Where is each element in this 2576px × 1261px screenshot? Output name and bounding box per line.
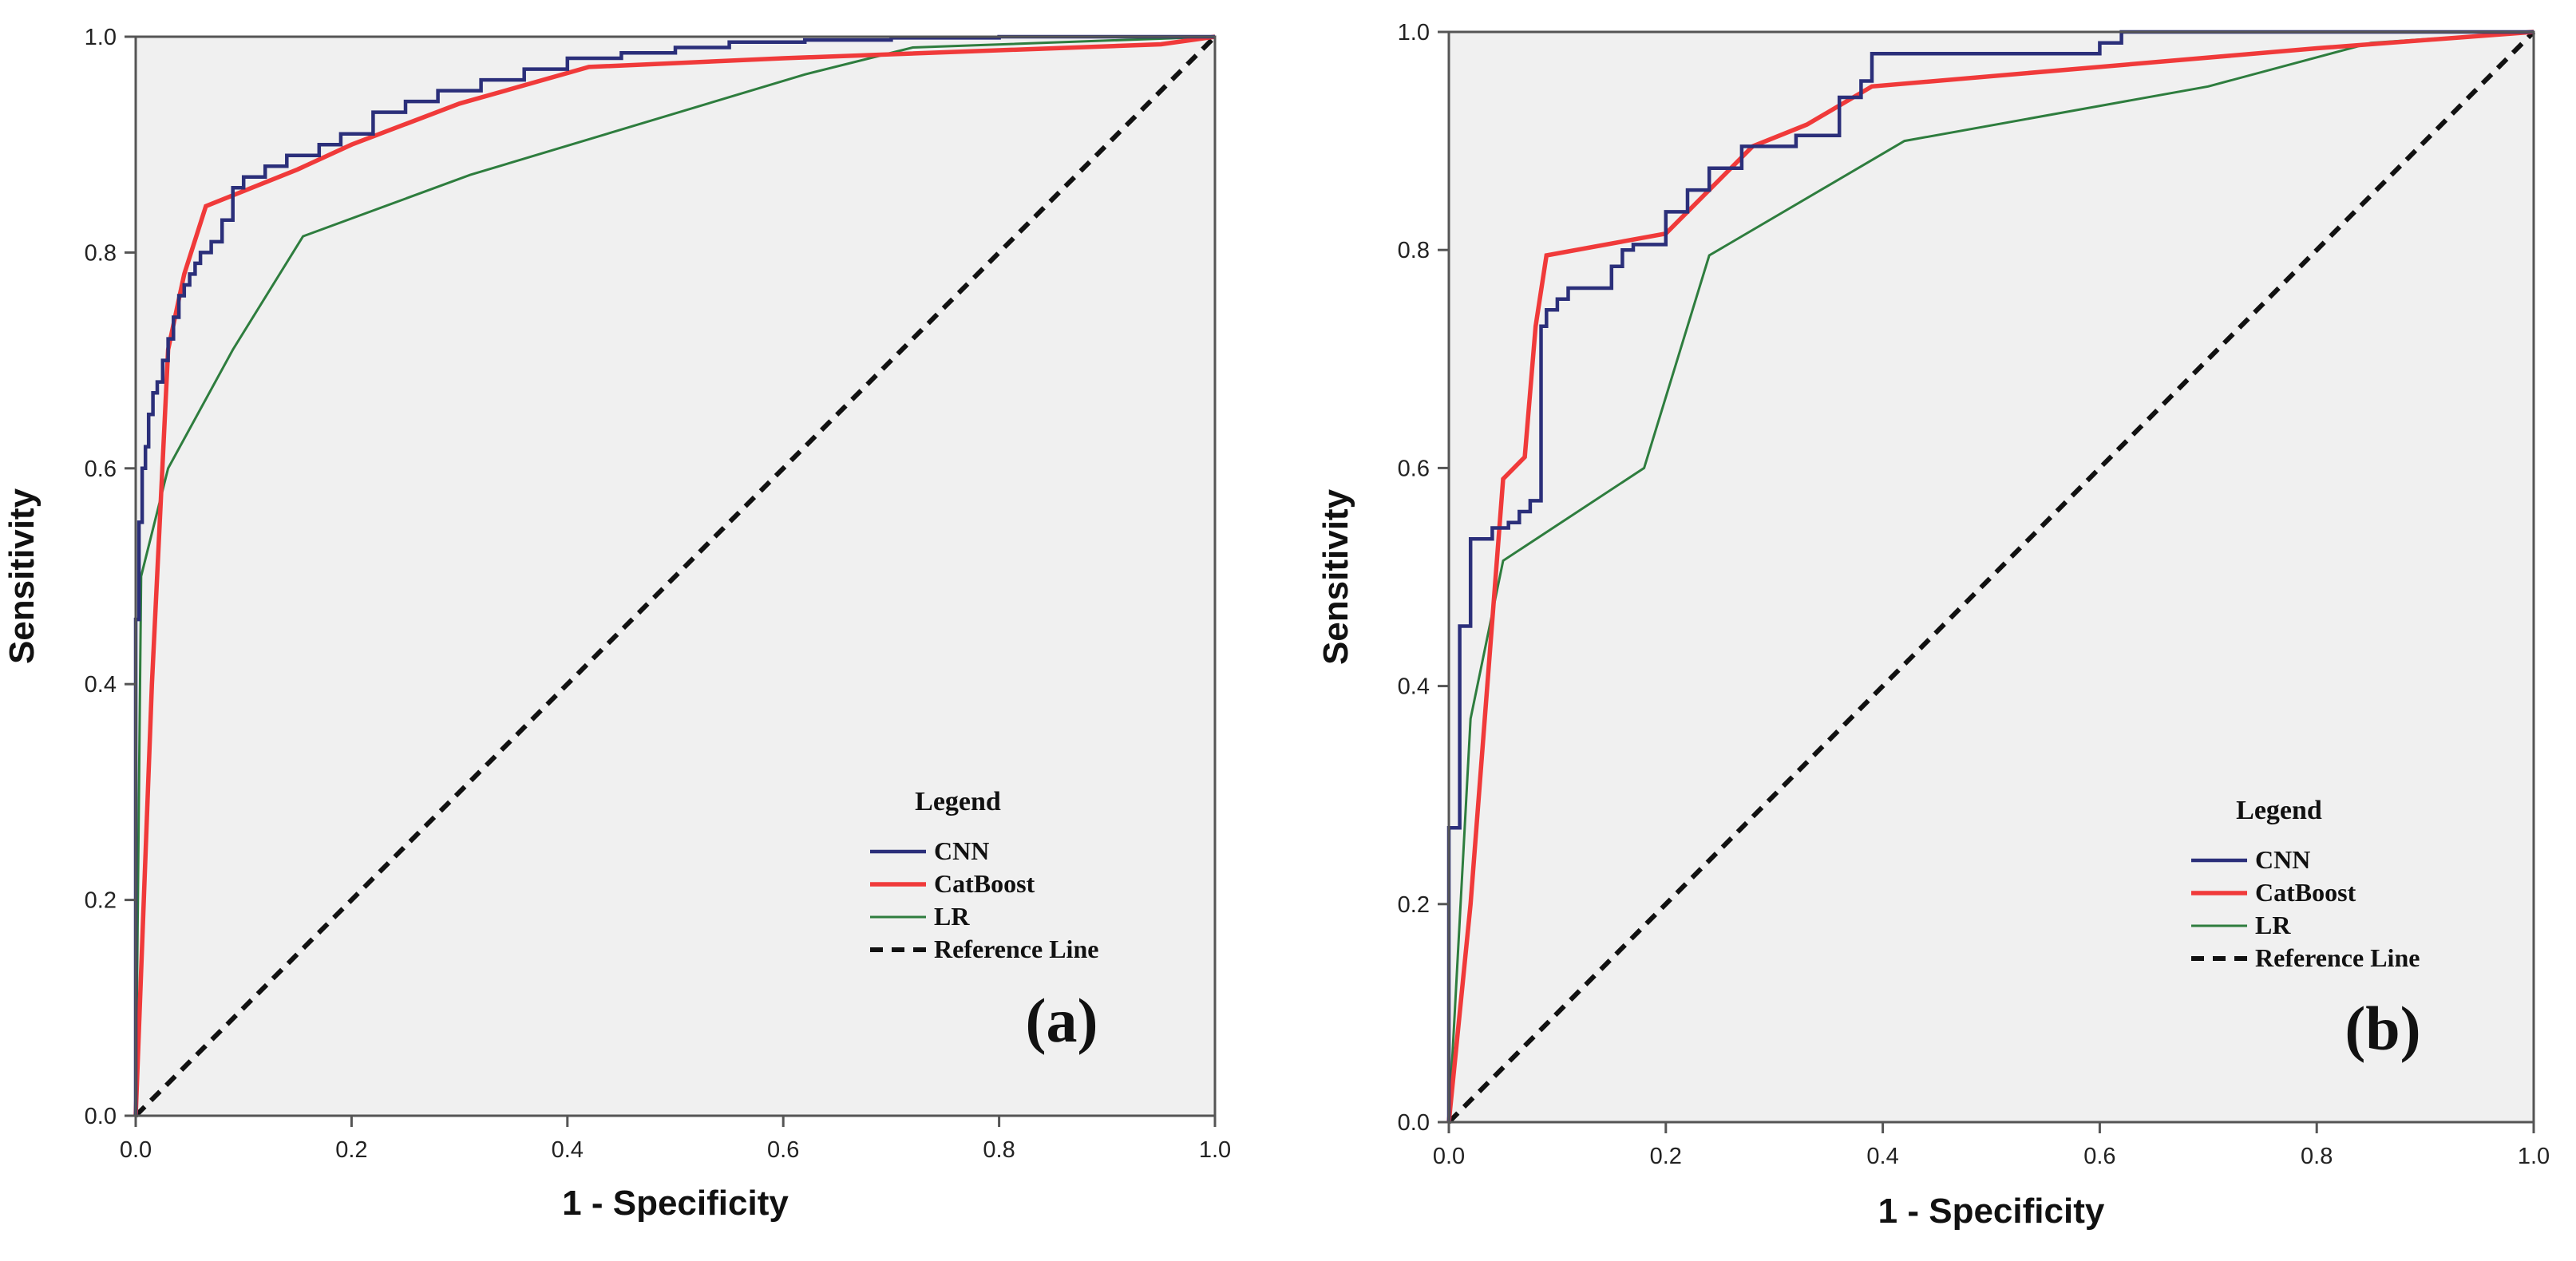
x-tick-label: 0.2 bbox=[1650, 1144, 1682, 1169]
x-axis-label: 1 - Specificity bbox=[1878, 1192, 2105, 1231]
y-tick-label: 0.8 bbox=[85, 240, 117, 266]
legend-label-cnn: CNN bbox=[2255, 845, 2310, 874]
plot-frame bbox=[1447, 30, 2535, 1124]
legend-label-lr: LR bbox=[934, 902, 970, 931]
x-tick-label: 0.4 bbox=[552, 1137, 584, 1163]
plot-frame bbox=[134, 35, 1217, 1117]
x-tick-label: 1.0 bbox=[1199, 1137, 1231, 1163]
legend-title: Legend bbox=[2236, 796, 2322, 825]
x-tick-label: 0.2 bbox=[335, 1137, 367, 1163]
legend-label-catboost: CatBoost bbox=[934, 869, 1035, 898]
y-tick-label: 0.6 bbox=[1398, 456, 1430, 481]
legend: Legend CNN CatBoost LR Reference Line bbox=[870, 787, 1098, 963]
series-line-cnn bbox=[133, 34, 1215, 1116]
series-line-reference-line bbox=[133, 34, 1217, 1118]
x-tick-label: 0.6 bbox=[767, 1137, 799, 1163]
series-line-reference-line bbox=[1446, 30, 2536, 1125]
legend-label-reference-line: Reference Line bbox=[2255, 943, 2420, 972]
y-tick-label: 0.2 bbox=[85, 888, 117, 914]
x-tick-label: 0.0 bbox=[120, 1137, 152, 1163]
y-tick-label: 0.6 bbox=[85, 457, 117, 482]
x-tick-label: 0.6 bbox=[2083, 1144, 2115, 1169]
legend-title: Legend bbox=[915, 787, 1001, 816]
series-line-catboost bbox=[1446, 30, 2534, 1123]
chart-panel-a: 0.0 0.2 0.4 0.6 0.8 1.0 0.0 0.2 0.4 0.6 0.8 1.0 1 - … bbox=[2, 25, 1231, 1223]
y-axis-label: Sensitivity bbox=[1316, 488, 1355, 665]
legend-label-lr: LR bbox=[2255, 911, 2291, 939]
legend-label-reference-line: Reference Line bbox=[934, 935, 1098, 963]
y-tick-label: 0.8 bbox=[1398, 238, 1430, 263]
panel-label: (b) bbox=[2345, 994, 2420, 1063]
y-tick-label: 0.4 bbox=[1398, 674, 1430, 700]
y-axis-label: Sensitivity bbox=[2, 488, 42, 664]
y-tick-label: 0.0 bbox=[85, 1104, 117, 1129]
y-tick-label: 0.2 bbox=[1398, 892, 1430, 918]
y-tick-label: 0.0 bbox=[1398, 1110, 1430, 1136]
series-line-cnn bbox=[1446, 30, 2534, 1122]
x-tick-label: 0.8 bbox=[2301, 1144, 2333, 1169]
x-tick-label: 0.8 bbox=[983, 1137, 1015, 1163]
legend-label-catboost: CatBoost bbox=[2255, 878, 2356, 907]
x-tick-label: 1.0 bbox=[2518, 1144, 2550, 1169]
y-tick-label: 1.0 bbox=[85, 25, 117, 50]
panel-label: (a) bbox=[1026, 986, 1098, 1055]
chart-panel-b: 0.0 0.2 0.4 0.6 0.8 1.0 0.0 0.2 0.4 0.6 0.8 1.0 1 - … bbox=[1316, 20, 2550, 1231]
x-tick-label: 0.4 bbox=[1866, 1144, 1898, 1169]
y-tick-label: 0.4 bbox=[85, 672, 117, 698]
series-line-lr bbox=[1447, 30, 2534, 1123]
x-axis-label: 1 - Specificity bbox=[562, 1184, 789, 1223]
x-tick-label: 0.0 bbox=[1433, 1144, 1465, 1169]
series-line-catboost bbox=[133, 34, 1216, 1117]
y-tick-label: 1.0 bbox=[1398, 20, 1430, 45]
legend: Legend CNN CatBoost LR Reference Line bbox=[2191, 796, 2420, 972]
legend-label-cnn: CNN bbox=[934, 836, 989, 865]
